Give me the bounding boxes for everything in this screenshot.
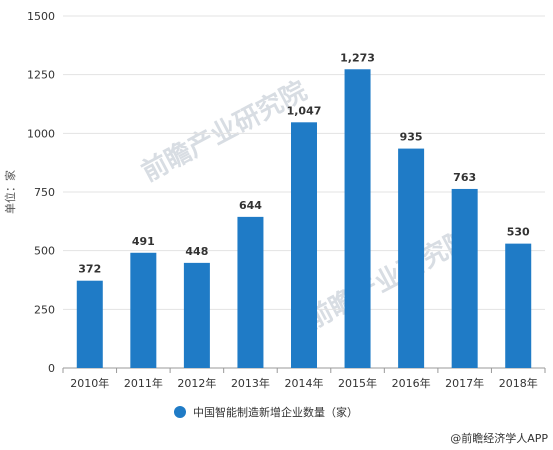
x-tick-label: 2010年 bbox=[70, 376, 109, 390]
legend[interactable]: 中国智能制造新增企业数量（家） bbox=[174, 405, 358, 419]
bar-2015年[interactable] bbox=[344, 69, 371, 368]
data-label: 448 bbox=[185, 245, 208, 258]
data-label: 1,047 bbox=[287, 104, 322, 117]
watermark-text-1: 前瞻产业研究院 bbox=[137, 75, 312, 188]
x-tick-label: 2011年 bbox=[124, 376, 163, 390]
data-label: 530 bbox=[507, 226, 530, 239]
x-tick-label: 2017年 bbox=[445, 376, 484, 390]
x-tick-label: 2013年 bbox=[231, 376, 270, 390]
legend-label: 中国智能制造新增企业数量（家） bbox=[193, 405, 358, 419]
y-tick-label: 750 bbox=[34, 186, 55, 199]
x-tick-label: 2015年 bbox=[338, 376, 377, 390]
x-tick-label: 2016年 bbox=[392, 376, 431, 390]
bars bbox=[76, 69, 532, 368]
watermark-text-2: 前瞻产业研究院 bbox=[301, 223, 476, 336]
bar-2014年[interactable] bbox=[291, 122, 317, 368]
data-label: 763 bbox=[453, 171, 476, 184]
data-labels: 372 491 448 644 1,047 1,273 935 763 530 bbox=[78, 51, 530, 275]
bar-2018年[interactable] bbox=[505, 243, 532, 368]
x-tick-label: 2012年 bbox=[177, 376, 216, 390]
bar-2011年[interactable] bbox=[130, 252, 157, 368]
data-label: 372 bbox=[78, 263, 101, 276]
x-tick-label: 2014年 bbox=[285, 376, 324, 390]
y-tick-label: 1250 bbox=[27, 69, 55, 82]
x-tick-label: 2018年 bbox=[499, 376, 538, 390]
data-label: 935 bbox=[400, 131, 423, 144]
y-tick-label: 250 bbox=[34, 303, 55, 316]
y-axis-title: 单位：家 bbox=[3, 170, 17, 214]
y-tick-label: 1500 bbox=[27, 10, 55, 23]
bar-2012年[interactable] bbox=[183, 262, 210, 368]
legend-marker bbox=[174, 406, 186, 418]
source-credit: @前瞻经济学人APP bbox=[450, 431, 548, 445]
y-tick-label: 1000 bbox=[27, 127, 55, 140]
bar-2016年[interactable] bbox=[398, 148, 425, 368]
y-tick-label: 500 bbox=[34, 245, 55, 258]
y-axis-ticks: 0 250 500 750 1000 1250 1500 bbox=[27, 10, 55, 375]
bar-2013年[interactable] bbox=[237, 216, 264, 368]
bar-2010年[interactable] bbox=[76, 280, 103, 368]
bar-2017年[interactable] bbox=[451, 188, 478, 368]
data-label: 644 bbox=[239, 199, 262, 212]
data-label: 491 bbox=[132, 235, 155, 248]
y-tick-label: 0 bbox=[48, 362, 55, 375]
x-axis-ticks: 2010年 2011年 2012年 2013年 2014年 2015年 2016年 2017年… bbox=[62, 368, 546, 390]
data-label: 1,273 bbox=[340, 51, 375, 64]
